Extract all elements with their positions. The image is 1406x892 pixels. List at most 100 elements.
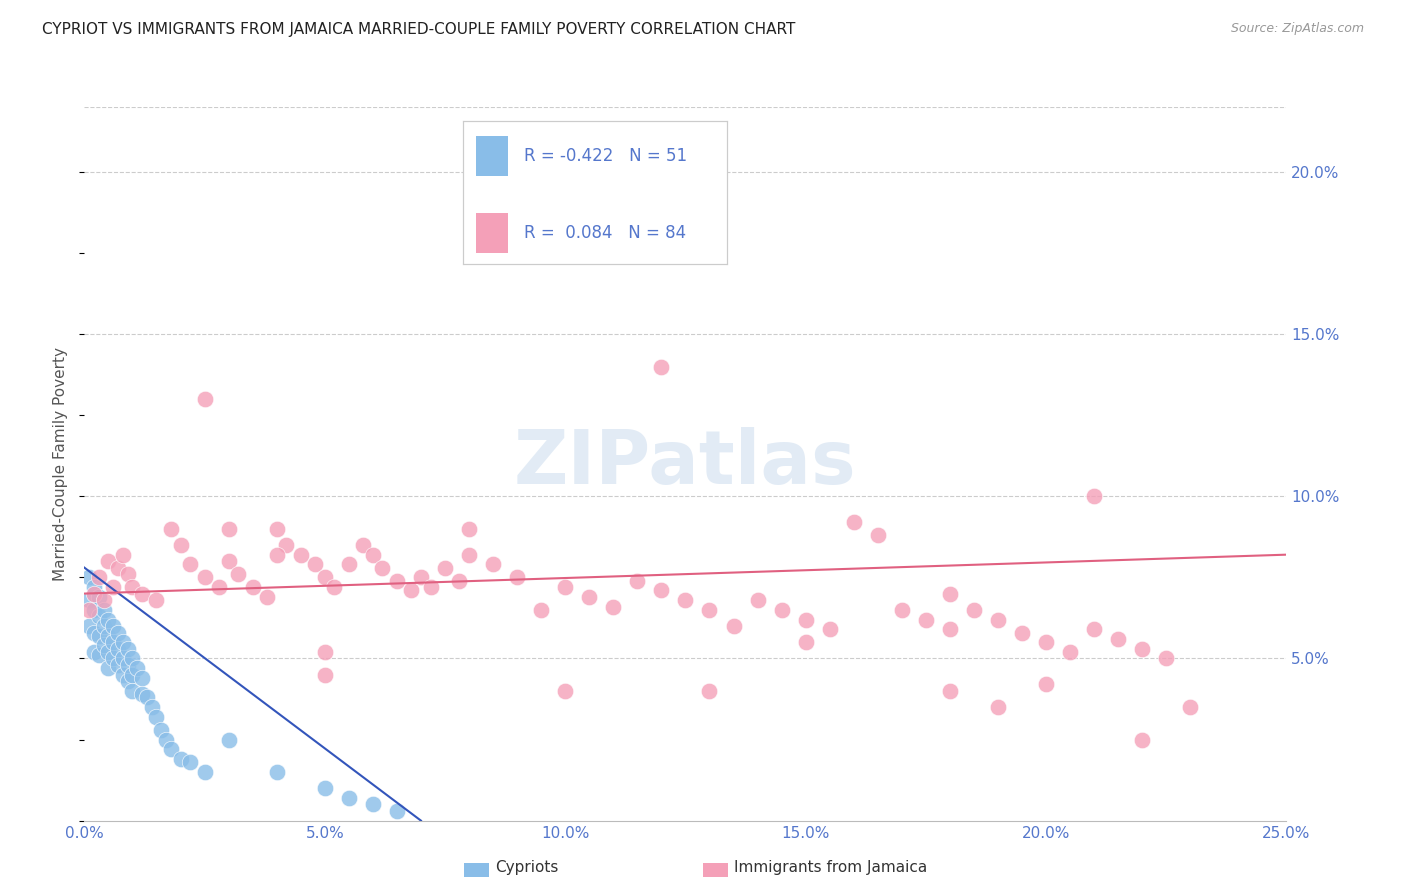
Point	[890, 603, 912, 617]
Point	[107, 625, 129, 640]
Point	[675, 593, 697, 607]
Point	[554, 580, 576, 594]
Point	[117, 567, 139, 582]
Point	[963, 603, 986, 617]
Point	[337, 558, 360, 572]
Point	[131, 687, 153, 701]
Point	[1035, 635, 1057, 649]
Point	[145, 593, 167, 607]
Point	[361, 548, 384, 562]
Point	[915, 613, 938, 627]
Point	[818, 622, 841, 636]
Point	[77, 603, 100, 617]
Point	[361, 797, 384, 812]
Point	[179, 756, 201, 770]
Point	[83, 586, 105, 600]
Point	[276, 538, 298, 552]
Y-axis label: Married-Couple Family Poverty: Married-Couple Family Poverty	[53, 347, 69, 581]
Point	[111, 548, 134, 562]
Point	[111, 635, 134, 649]
Point	[987, 700, 1010, 714]
Point	[794, 613, 817, 627]
Point	[314, 781, 336, 796]
Point	[530, 603, 553, 617]
Point	[266, 522, 288, 536]
Point	[194, 764, 217, 779]
Point	[323, 580, 346, 594]
Point	[117, 674, 139, 689]
Point	[939, 622, 962, 636]
Point	[842, 515, 865, 529]
Point	[77, 619, 100, 633]
Point	[93, 639, 115, 653]
Point	[97, 661, 120, 675]
Point	[1059, 645, 1081, 659]
Point	[103, 619, 125, 633]
Point	[103, 580, 125, 594]
Point	[482, 558, 505, 572]
Point	[121, 580, 143, 594]
Point	[77, 570, 100, 584]
Point	[650, 359, 672, 374]
Point	[1130, 641, 1153, 656]
Point	[458, 548, 481, 562]
Point	[723, 619, 745, 633]
Point	[458, 522, 481, 536]
Point	[107, 657, 129, 672]
Point	[419, 580, 441, 594]
Point	[1011, 625, 1033, 640]
Point	[97, 554, 120, 568]
Point	[1083, 489, 1105, 503]
Point	[83, 645, 105, 659]
Point	[131, 586, 153, 600]
Point	[242, 580, 264, 594]
Point	[314, 645, 336, 659]
Point	[371, 560, 394, 574]
Point	[169, 752, 191, 766]
Point	[218, 554, 240, 568]
Text: Source: ZipAtlas.com: Source: ZipAtlas.com	[1230, 22, 1364, 36]
Point	[218, 732, 240, 747]
Point	[226, 567, 249, 582]
Point	[939, 684, 962, 698]
Point	[127, 661, 149, 675]
Point	[83, 603, 105, 617]
Point	[314, 570, 336, 584]
Point	[87, 648, 110, 663]
Point	[1107, 632, 1129, 646]
Point	[385, 574, 408, 588]
Point	[97, 645, 120, 659]
Text: ZIPatlas: ZIPatlas	[515, 427, 856, 500]
Point	[111, 651, 134, 665]
Point	[939, 586, 962, 600]
Point	[1130, 732, 1153, 747]
Point	[747, 593, 769, 607]
Point	[578, 590, 600, 604]
Point	[266, 548, 288, 562]
Point	[1083, 622, 1105, 636]
Point	[103, 635, 125, 649]
Point	[150, 723, 173, 737]
Point	[626, 574, 648, 588]
Point	[987, 613, 1010, 627]
Point	[83, 625, 105, 640]
Point	[218, 522, 240, 536]
Point	[145, 710, 167, 724]
Point	[699, 603, 721, 617]
Point	[141, 700, 163, 714]
Point	[290, 548, 312, 562]
Point	[87, 590, 110, 604]
Point	[97, 629, 120, 643]
Point	[266, 764, 288, 779]
Point	[87, 629, 110, 643]
Point	[107, 560, 129, 574]
Point	[87, 570, 110, 584]
Text: Cypriots: Cypriots	[495, 861, 558, 875]
Point	[208, 580, 231, 594]
Point	[385, 804, 408, 818]
Point	[256, 590, 278, 604]
Point	[117, 641, 139, 656]
Point	[401, 583, 423, 598]
Text: Immigrants from Jamaica: Immigrants from Jamaica	[734, 861, 927, 875]
Point	[699, 684, 721, 698]
